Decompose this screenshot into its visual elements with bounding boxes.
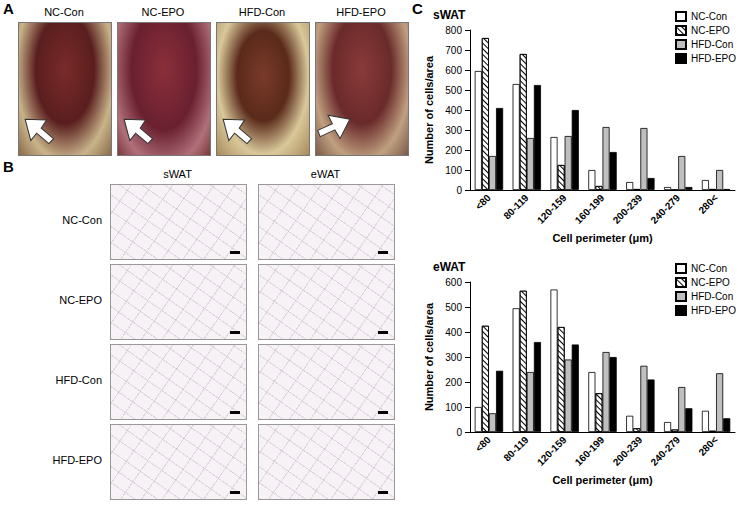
svg-text:80-119: 80-119 — [501, 434, 531, 464]
svg-text:200: 200 — [445, 377, 462, 388]
svg-text:0: 0 — [456, 185, 462, 196]
svg-text:Number of cells/area: Number of cells/area — [423, 302, 435, 411]
svg-text:600: 600 — [445, 277, 462, 288]
svg-text:200-239: 200-239 — [611, 192, 645, 226]
svg-text:Cell perimeter (μm): Cell perimeter (μm) — [552, 474, 653, 486]
svg-text:600: 600 — [445, 65, 462, 76]
svg-text:500: 500 — [445, 302, 462, 313]
svg-text:100: 100 — [445, 402, 462, 413]
svg-text:200: 200 — [445, 145, 462, 156]
svg-text:Cell perimeter (μm): Cell perimeter (μm) — [552, 232, 653, 244]
svg-text:0: 0 — [456, 427, 462, 438]
svg-text:HFD-Con: HFD-Con — [691, 291, 733, 302]
html-text:sWAT: sWAT — [163, 168, 192, 180]
svg-text:NC-EPO: NC-EPO — [691, 25, 730, 36]
html-text:HFD-EPO: HFD-EPO — [336, 6, 386, 18]
svg-text:120-159: 120-159 — [535, 192, 569, 226]
svg-text:eWAT: eWAT — [433, 260, 466, 274]
svg-text:NC-Con: NC-Con — [691, 263, 727, 274]
svg-text:240-279: 240-279 — [648, 192, 682, 226]
svg-text:200-239: 200-239 — [611, 434, 645, 468]
html-text:eWAT: eWAT — [310, 168, 341, 180]
html-text:HFD-Con: HFD-Con — [55, 374, 102, 386]
svg-text:240-279: 240-279 — [648, 434, 682, 468]
svg-text:<80: <80 — [473, 434, 493, 454]
svg-text:160-199: 160-199 — [573, 434, 607, 468]
svg-text:100: 100 — [445, 165, 462, 176]
svg-text:80-119: 80-119 — [501, 192, 531, 222]
svg-text:700: 700 — [445, 45, 462, 56]
svg-text:HFD-EPO: HFD-EPO — [691, 53, 736, 64]
svg-text:120-159: 120-159 — [535, 434, 569, 468]
html-text:B: B — [3, 158, 14, 175]
html-text:NC-EPO: NC-EPO — [59, 294, 102, 306]
svg-text:400: 400 — [445, 105, 462, 116]
svg-text:280<: 280< — [696, 192, 720, 216]
svg-text:sWAT: sWAT — [433, 8, 466, 22]
html-text:HFD-Con: HFD-Con — [238, 6, 286, 18]
svg-text:500: 500 — [445, 85, 462, 96]
html-text:C: C — [412, 0, 423, 17]
svg-text:HFD-Con: HFD-Con — [691, 39, 733, 50]
html-text:NC-EPO: NC-EPO — [141, 6, 185, 18]
svg-text:NC-Con: NC-Con — [691, 11, 727, 22]
html-text:NC-Con: NC-Con — [62, 214, 102, 226]
svg-text:NC-EPO: NC-EPO — [691, 277, 730, 288]
svg-text:160-199: 160-199 — [573, 192, 607, 226]
svg-text:<80: <80 — [473, 192, 493, 212]
svg-text:300: 300 — [445, 352, 462, 363]
svg-text:300: 300 — [445, 125, 462, 136]
svg-text:800: 800 — [445, 25, 462, 36]
svg-text:280<: 280< — [696, 434, 720, 458]
html-text:A: A — [3, 0, 14, 17]
svg-text:HFD-EPO: HFD-EPO — [691, 305, 736, 316]
svg-text:400: 400 — [445, 327, 462, 338]
html-text:HFD-EPO: HFD-EPO — [52, 454, 102, 466]
svg-text:Number of cells/area: Number of cells/area — [423, 55, 435, 164]
html-text:NC-Con: NC-Con — [44, 6, 84, 18]
